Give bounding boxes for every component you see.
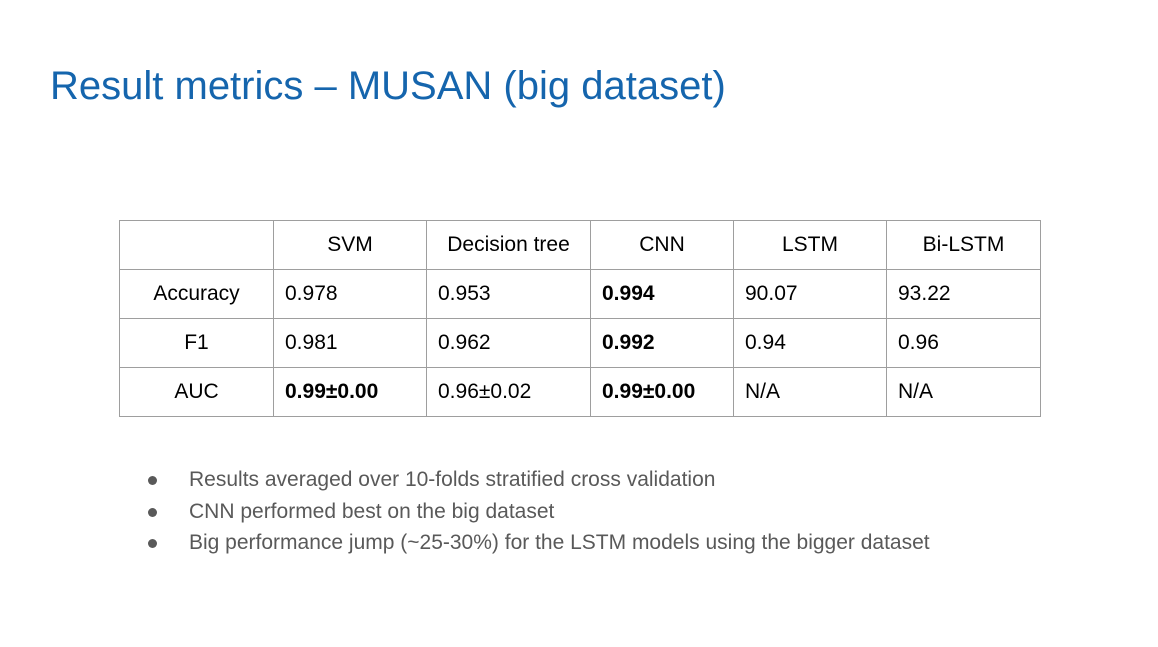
header-cell-empty [119,220,274,270]
cell-accuracy-svm: 0.978 [273,269,427,319]
cell-auc-cnn: 0.99±0.00 [590,367,734,417]
metrics-table: SVM Decision tree CNN LSTM Bi-LSTM Accur… [119,220,1041,417]
table-row-f1: F1 0.981 0.962 0.992 0.94 0.96 [119,318,1041,368]
bullet-text: CNN performed best on the big dataset [189,499,555,523]
cell-f1-svm: 0.981 [273,318,427,368]
header-cell-svm: SVM [273,220,427,270]
cell-f1-decision-tree: 0.962 [426,318,591,368]
header-cell-lstm: LSTM [733,220,887,270]
header-cell-cnn: CNN [590,220,734,270]
cell-auc-lstm: N/A [733,367,887,417]
cell-accuracy-decision-tree: 0.953 [426,269,591,319]
cell-auc-svm: 0.99±0.00 [273,367,427,417]
bullet-item: Results averaged over 10-folds stratifie… [146,464,930,496]
row-label-f1: F1 [119,318,274,368]
cell-accuracy-lstm: 90.07 [733,269,887,319]
bullet-dot-icon [148,507,157,517]
row-label-accuracy: Accuracy [119,269,274,319]
header-cell-bi-lstm: Bi-LSTM [886,220,1041,270]
header-cell-decision-tree: Decision tree [426,220,591,270]
bullet-item: CNN performed best on the big dataset [146,496,930,528]
bullet-item: Big performance jump (~25-30%) for the L… [146,527,930,559]
bullet-dot-icon [148,476,157,485]
cell-f1-lstm: 0.94 [733,318,887,368]
cell-accuracy-bi-lstm: 93.22 [886,269,1041,319]
cell-auc-decision-tree: 0.96±0.02 [426,367,591,417]
bullet-text: Results averaged over 10-folds stratifie… [189,468,716,491]
cell-accuracy-cnn: 0.994 [590,269,734,319]
row-label-auc: AUC [119,367,274,417]
table-row-accuracy: Accuracy 0.978 0.953 0.994 90.07 93.22 [119,269,1041,319]
cell-f1-cnn: 0.992 [590,318,734,368]
cell-f1-bi-lstm: 0.96 [886,318,1041,368]
bullet-dot-icon [148,539,157,548]
bullet-text: Big performance jump (~25-30%) for the L… [189,531,930,554]
table-row-auc: AUC 0.99±0.00 0.96±0.02 0.99±0.00 N/A N/… [119,367,1041,417]
table-header-row: SVM Decision tree CNN LSTM Bi-LSTM [119,220,1041,270]
bullet-list: Results averaged over 10-folds stratifie… [146,464,930,559]
slide-title: Result metrics – MUSAN (big dataset) [50,64,726,108]
cell-auc-bi-lstm: N/A [886,367,1041,417]
